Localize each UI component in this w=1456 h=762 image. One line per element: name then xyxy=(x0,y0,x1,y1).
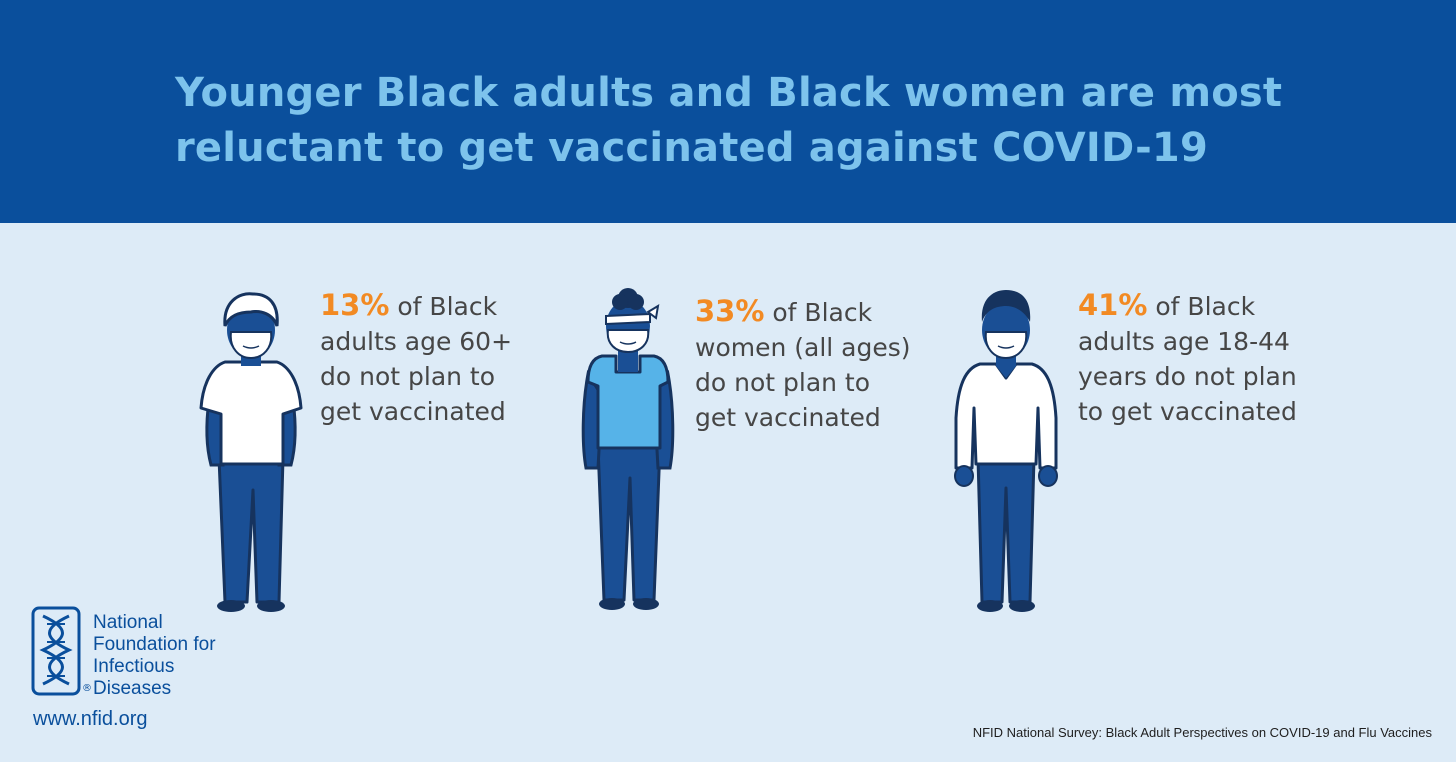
dna-helix-logo-icon xyxy=(31,606,81,696)
source-citation: NFID National Survey: Black Adult Perspe… xyxy=(972,725,1432,740)
stat-text: women (all ages) xyxy=(695,333,911,362)
logo-line: Diseases xyxy=(93,678,172,699)
woman-with-mask-icon xyxy=(581,288,675,610)
older-man-with-mask-icon xyxy=(199,292,303,612)
stat-text: to get vaccinated xyxy=(1078,397,1297,426)
stat-text: do not plan to xyxy=(320,362,496,391)
stat-block-women: 33% of Black women (all ages) do not pla… xyxy=(695,294,911,435)
stat-text: of Black xyxy=(764,298,873,327)
stat-text: adults age 60+ xyxy=(320,327,513,356)
stat-text: adults age 18-44 xyxy=(1078,327,1290,356)
logo-line: Foundation for xyxy=(93,634,216,655)
stat-percent: 41% xyxy=(1078,288,1148,322)
stat-text: do not plan to xyxy=(695,368,871,397)
stat-text: of Black xyxy=(1147,292,1256,321)
stat-text: of Black xyxy=(389,292,498,321)
young-man-with-mask-icon xyxy=(954,290,1058,612)
registered-mark: ® xyxy=(82,683,92,694)
website-url[interactable]: www.nfid.org xyxy=(33,708,148,730)
logo-wordmark: National Foundation for Infectious Disea… xyxy=(93,612,216,700)
title-line-2: reluctant to get vaccinated against COVI… xyxy=(175,125,1208,171)
stat-block-age-18-44: 41% of Black adults age 18-44 years do n… xyxy=(1078,288,1297,429)
logo-line: Infectious xyxy=(93,656,175,677)
stat-text: years do not plan xyxy=(1078,362,1297,391)
stat-percent: 33% xyxy=(695,294,765,328)
stat-text: get vaccinated xyxy=(320,397,506,426)
stat-percent: 13% xyxy=(320,288,390,322)
stat-text: get vaccinated xyxy=(695,403,881,432)
stat-block-age-60-plus: 13% of Black adults age 60+ do not plan … xyxy=(320,288,512,429)
title-line-1: Younger Black adults and Black women are… xyxy=(175,70,1283,116)
logo-line: National xyxy=(93,612,163,633)
header-banner: Younger Black adults and Black women are… xyxy=(0,0,1456,223)
page-title: Younger Black adults and Black women are… xyxy=(175,66,1375,176)
